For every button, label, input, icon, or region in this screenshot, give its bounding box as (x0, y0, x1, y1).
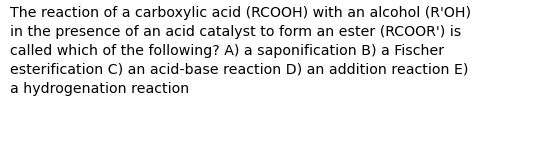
Text: The reaction of a carboxylic acid (RCOOH) with an alcohol (R'OH)
in the presence: The reaction of a carboxylic acid (RCOOH… (10, 6, 471, 96)
